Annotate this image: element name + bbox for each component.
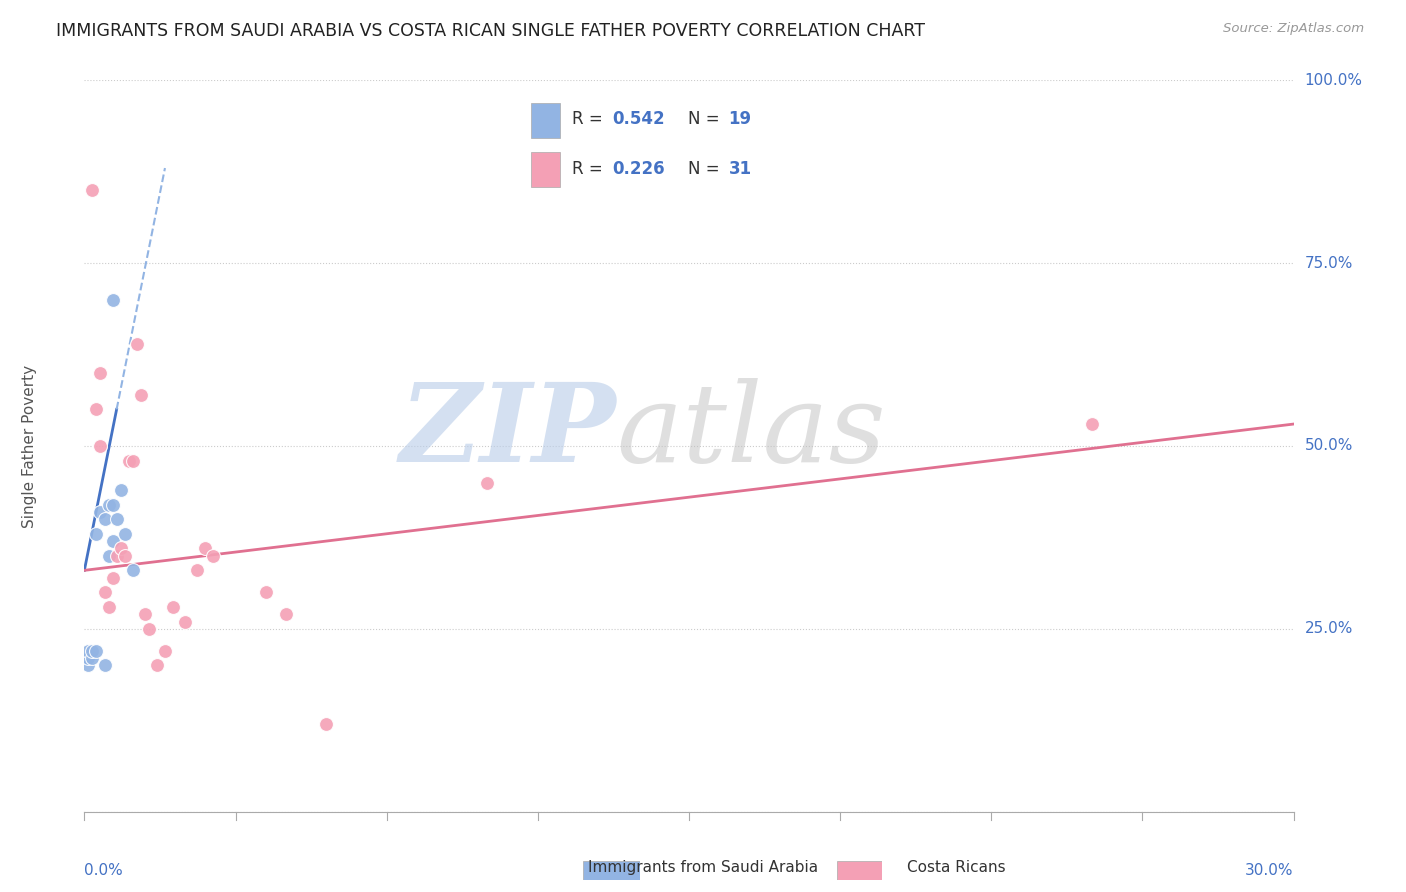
- Point: [186, 563, 208, 577]
- Point: [125, 336, 148, 351]
- Text: N =: N =: [688, 111, 725, 128]
- Point: [77, 644, 100, 658]
- Point: [121, 563, 143, 577]
- Point: [315, 717, 337, 731]
- Point: [114, 549, 136, 563]
- Text: 0.226: 0.226: [613, 160, 665, 178]
- Point: [110, 541, 132, 556]
- Text: Immigrants from Saudi Arabia: Immigrants from Saudi Arabia: [588, 860, 818, 874]
- Point: [89, 505, 111, 519]
- Point: [146, 658, 169, 673]
- Text: 19: 19: [728, 111, 752, 128]
- Point: [86, 526, 108, 541]
- Text: ZIP: ZIP: [399, 377, 616, 485]
- Point: [153, 644, 176, 658]
- Text: 0.542: 0.542: [613, 111, 665, 128]
- Point: [105, 549, 128, 563]
- Text: R =: R =: [572, 111, 607, 128]
- Point: [86, 644, 108, 658]
- Point: [129, 388, 152, 402]
- Text: IMMIGRANTS FROM SAUDI ARABIA VS COSTA RICAN SINGLE FATHER POVERTY CORRELATION CH: IMMIGRANTS FROM SAUDI ARABIA VS COSTA RI…: [56, 22, 925, 40]
- Point: [97, 549, 120, 563]
- Point: [93, 585, 115, 599]
- Text: Single Father Poverty: Single Father Poverty: [22, 365, 38, 527]
- Text: 31: 31: [728, 160, 752, 178]
- Text: atlas: atlas: [616, 377, 886, 485]
- Text: Costa Ricans: Costa Ricans: [907, 860, 1005, 874]
- Text: 0.0%: 0.0%: [84, 863, 124, 878]
- Point: [82, 183, 104, 197]
- Point: [93, 658, 115, 673]
- Bar: [531, 103, 560, 138]
- Bar: [531, 153, 560, 187]
- Point: [134, 607, 156, 622]
- Point: [89, 366, 111, 380]
- Text: R =: R =: [572, 160, 607, 178]
- Point: [93, 512, 115, 526]
- Point: [82, 651, 104, 665]
- Point: [1081, 417, 1104, 431]
- Point: [274, 607, 297, 622]
- Point: [110, 483, 132, 497]
- Text: N =: N =: [688, 160, 725, 178]
- Point: [77, 651, 100, 665]
- Point: [254, 585, 277, 599]
- Point: [82, 644, 104, 658]
- Text: 30.0%: 30.0%: [1246, 863, 1294, 878]
- Text: 100.0%: 100.0%: [1305, 73, 1362, 87]
- Point: [101, 534, 124, 549]
- Point: [118, 453, 141, 467]
- Point: [162, 599, 184, 614]
- Point: [194, 541, 217, 556]
- Point: [101, 571, 124, 585]
- Point: [101, 293, 124, 307]
- Point: [101, 498, 124, 512]
- Point: [77, 658, 100, 673]
- Point: [174, 615, 197, 629]
- Point: [89, 439, 111, 453]
- Text: Source: ZipAtlas.com: Source: ZipAtlas.com: [1223, 22, 1364, 36]
- Point: [477, 475, 499, 490]
- Point: [86, 402, 108, 417]
- Text: 25.0%: 25.0%: [1305, 622, 1353, 636]
- Point: [114, 526, 136, 541]
- Point: [138, 622, 160, 636]
- Text: 75.0%: 75.0%: [1305, 256, 1353, 270]
- Point: [202, 549, 225, 563]
- Point: [97, 498, 120, 512]
- Point: [121, 453, 143, 467]
- Point: [97, 599, 120, 614]
- Text: 50.0%: 50.0%: [1305, 439, 1353, 453]
- Point: [105, 512, 128, 526]
